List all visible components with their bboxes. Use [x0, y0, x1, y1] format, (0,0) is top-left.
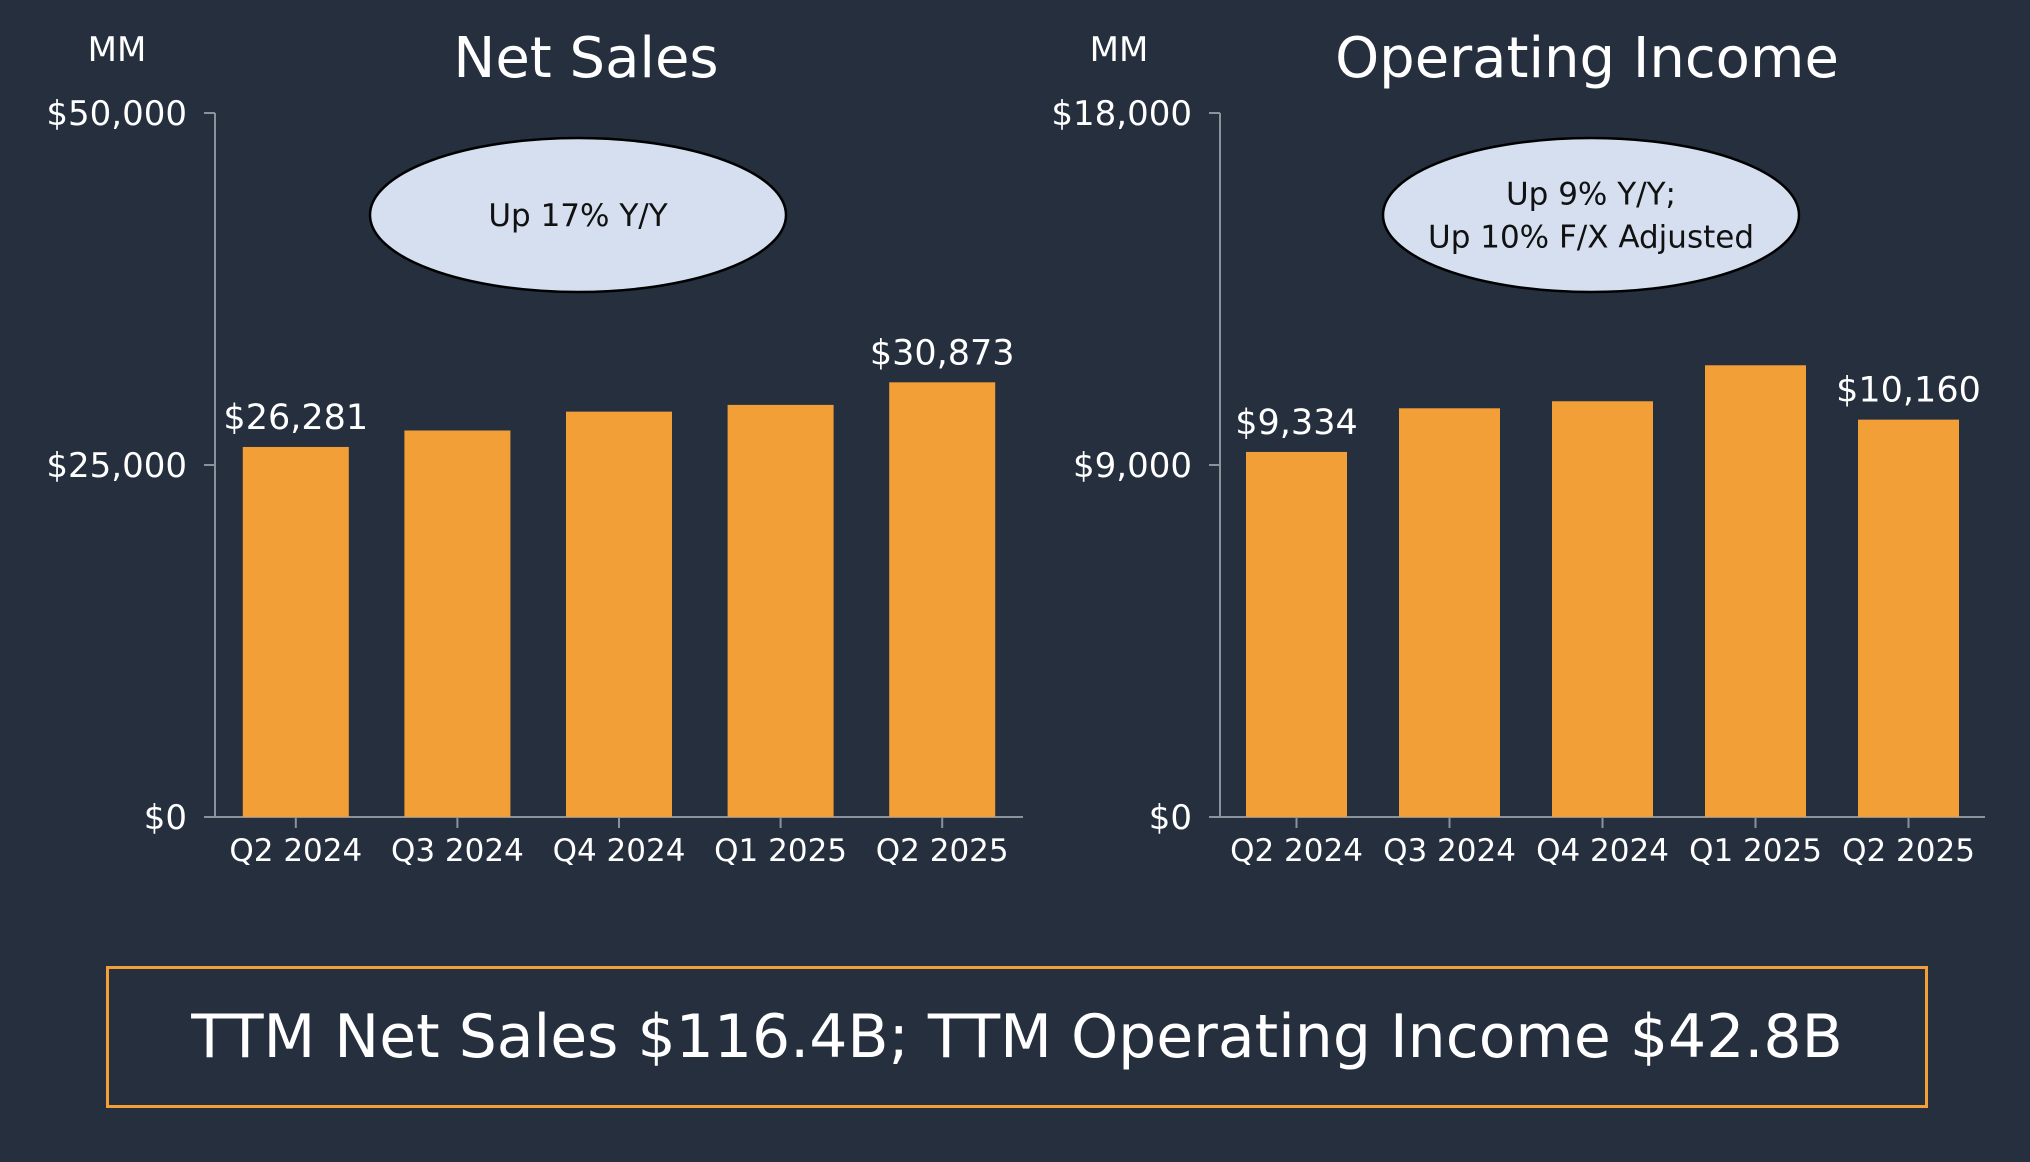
x-tick-label: Q2 2024	[229, 833, 362, 869]
x-tick-label: Q3 2024	[1383, 833, 1516, 869]
bar-q3-2024	[404, 430, 511, 817]
x-tick-label: Q1 2025	[714, 833, 847, 869]
y-tick-label: $25,000	[46, 446, 187, 486]
y-tick-label: $9,000	[1073, 446, 1192, 486]
x-tick-label: Q1 2025	[1689, 833, 1822, 869]
bar-q2-2025	[1858, 419, 1959, 817]
bar-q1-2025	[1705, 365, 1806, 817]
bar-q3-2024	[1399, 408, 1500, 817]
bar-q2-2024	[1246, 451, 1347, 817]
x-tick-label: Q2 2024	[1230, 833, 1363, 869]
bar-q4-2024	[566, 411, 672, 817]
x-tick-label: Q4 2024	[1536, 833, 1669, 869]
x-tick-label: Q2 2025	[876, 833, 1009, 869]
unit-label: MM	[1090, 30, 1149, 70]
x-tick-label: Q2 2025	[1842, 833, 1975, 869]
callout-bubble	[368, 136, 788, 294]
data-label: $10,160	[1836, 371, 1981, 411]
bar-q2-2025	[889, 382, 996, 817]
callout-text: Up 10% F/X Adjusted	[1428, 220, 1754, 256]
x-tick-label: Q4 2024	[553, 833, 686, 869]
unit-label: MM	[88, 30, 147, 70]
data-label: $26,281	[223, 398, 368, 438]
y-tick-label: $0	[1149, 798, 1192, 838]
net-sales-chart: Net Sales MM $0 $25,000 $50,000 Q2 2024 $26,28…	[46, 26, 1023, 869]
chart-title: Operating Income	[1335, 26, 1839, 91]
callout-text: Up 17% Y/Y	[488, 198, 667, 234]
x-tick-label: Q3 2024	[391, 833, 524, 869]
operating-income-chart: Operating Income MM $0 $9,000 $18,000 Q2 2024…	[1051, 26, 1985, 869]
bar-q1-2025	[727, 404, 834, 817]
bar-q4-2024	[1552, 401, 1653, 817]
y-tick-label: $0	[144, 798, 187, 838]
chart-title: Net Sales	[453, 26, 718, 91]
bar-q2-2024	[242, 446, 349, 817]
callout-text: Up 9% Y/Y;	[1506, 177, 1676, 213]
ttm-summary-box: TTM Net Sales $116.4B; TTM Operating Inc…	[106, 966, 1928, 1108]
y-tick-label: $18,000	[1051, 94, 1192, 134]
data-label: $9,334	[1235, 403, 1357, 443]
callout-bubble	[1381, 136, 1801, 294]
ttm-summary-text: TTM Net Sales $116.4B; TTM Operating Inc…	[191, 1002, 1843, 1072]
y-tick-label: $50,000	[46, 94, 187, 134]
data-label: $30,873	[870, 333, 1015, 373]
